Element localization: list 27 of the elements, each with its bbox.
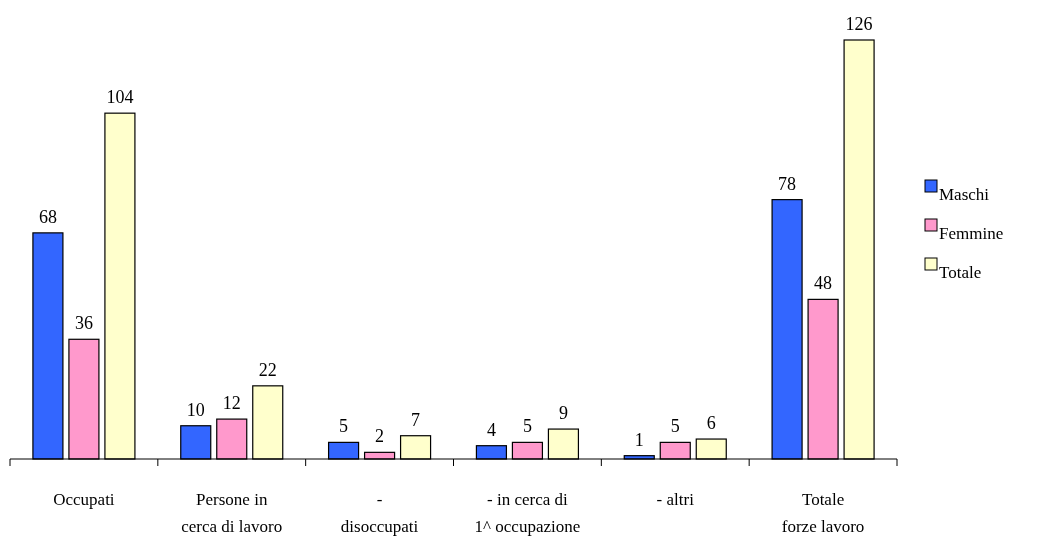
data-label: 36 (74, 313, 93, 334)
data-label: 10 (186, 399, 205, 420)
legend-label: Totale (939, 263, 982, 282)
data-label: 1 (634, 429, 644, 450)
data-label: 104 (106, 87, 134, 108)
data-label: 48 (814, 273, 833, 294)
data-label: 5 (339, 416, 349, 437)
data-label: 5 (670, 416, 680, 437)
x-tick-label: Persone in cerca di lavoro (181, 490, 283, 536)
data-label: 4 (486, 419, 496, 440)
data-label: 6 (706, 413, 716, 434)
legend-label: Femmine (939, 224, 1004, 243)
data-label: 22 (258, 359, 277, 380)
data-label: 7 (411, 409, 421, 430)
legend-label: Maschi (939, 185, 990, 204)
data-label: 9 (558, 403, 568, 424)
x-tick-label: - altri (656, 490, 695, 509)
x-tick-label: Occupati (53, 490, 115, 509)
data-label: 2 (375, 426, 385, 447)
data-label: 5 (522, 416, 532, 437)
x-tick-label: - in cerca di 1^ occupazione (474, 490, 581, 536)
data-label: 12 (222, 393, 241, 414)
x-tick-label: Totale forze lavoro (781, 490, 865, 536)
x-tick-label: - disoccupati (340, 490, 419, 536)
data-label: 78 (778, 173, 797, 194)
data-label: 126 (845, 14, 873, 34)
data-label: 68 (38, 206, 57, 227)
